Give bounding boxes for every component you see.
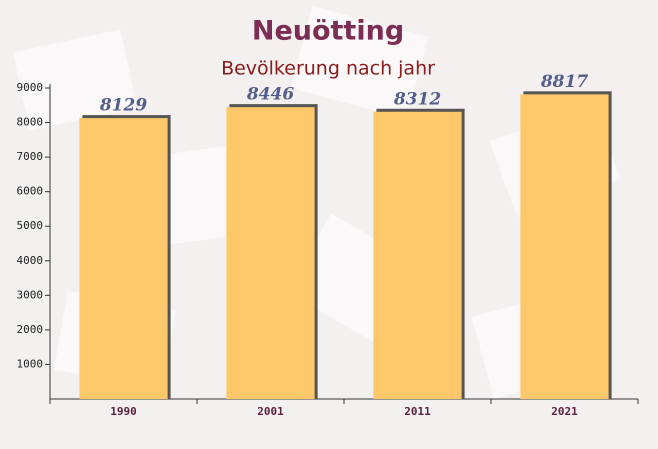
y-tick-label: 3000 xyxy=(17,288,44,301)
x-tick-label: 2021 xyxy=(551,405,578,418)
y-tick-label: 6000 xyxy=(17,185,44,198)
x-tick-label: 2011 xyxy=(404,405,431,418)
chart-subtitle: Bevölkerung nach jahr xyxy=(221,58,435,80)
data-label: 8446 xyxy=(246,85,294,105)
bar xyxy=(520,94,609,399)
y-tick-label: 9000 xyxy=(17,81,44,94)
bar xyxy=(79,118,168,399)
bar xyxy=(226,107,315,400)
y-tick-label: 7000 xyxy=(17,150,44,163)
x-tick-label: 2001 xyxy=(257,405,284,418)
bar xyxy=(373,111,462,399)
y-tick-label: 2000 xyxy=(17,323,44,336)
y-tick-label: 8000 xyxy=(17,116,44,129)
y-tick-label: 5000 xyxy=(17,219,44,232)
x-tick-label: 1990 xyxy=(110,405,137,418)
y-tick-label: 1000 xyxy=(17,357,44,370)
y-tick-label: 4000 xyxy=(17,254,44,267)
data-label: 8129 xyxy=(99,96,147,116)
data-label: 8312 xyxy=(393,89,441,109)
chart-title: Neuötting xyxy=(252,16,404,47)
data-label: 8817 xyxy=(540,72,588,92)
